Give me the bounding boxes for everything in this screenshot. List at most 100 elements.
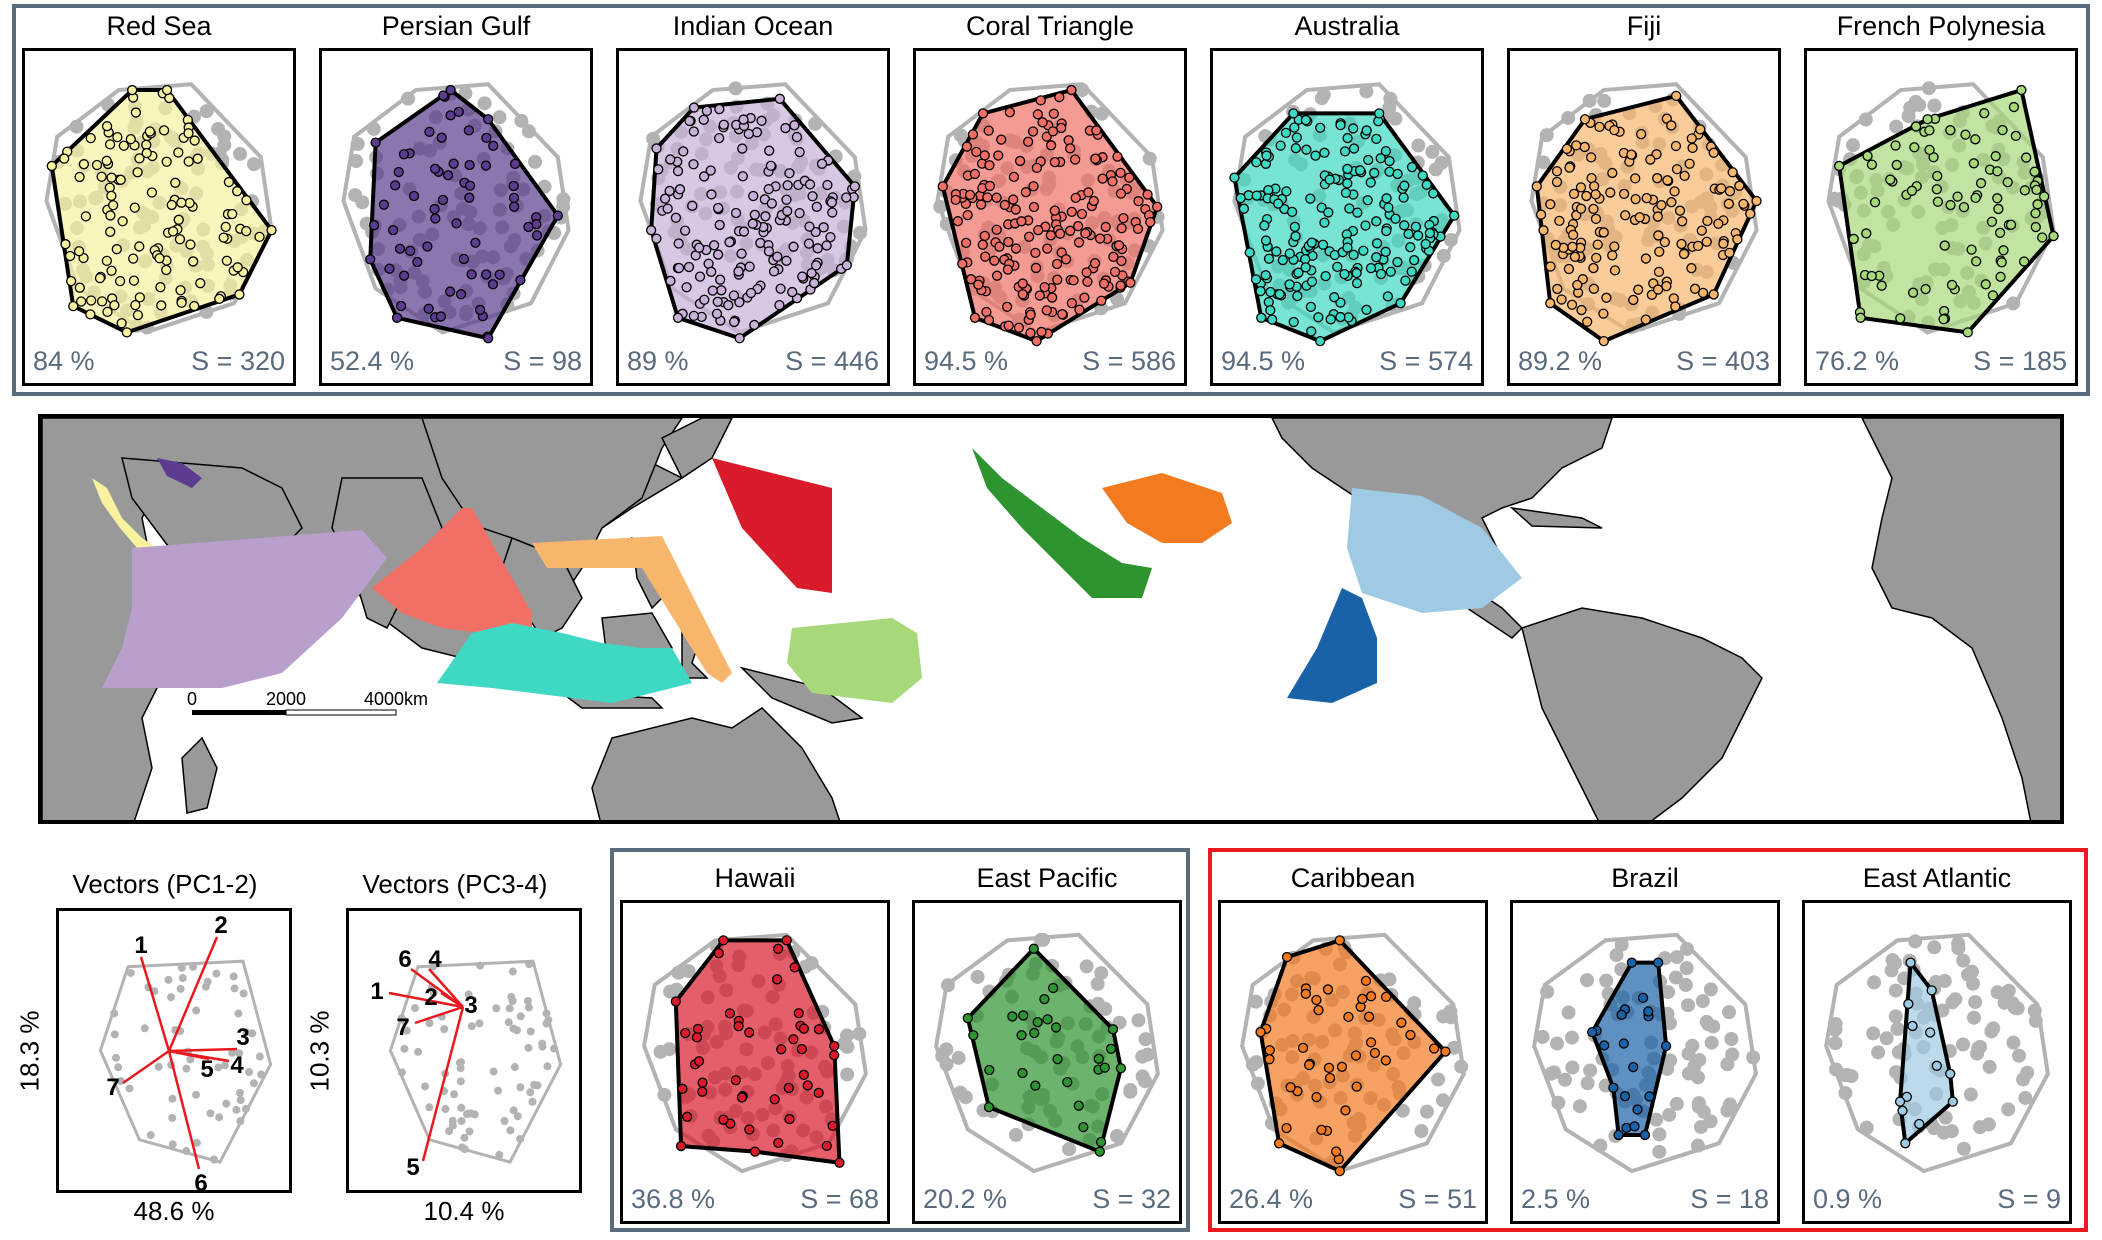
panel-title: Fiji [1626, 11, 1662, 41]
vector-label-4: 4 [428, 946, 442, 973]
panel-title: East Atlantic [1862, 863, 2012, 893]
global-hull [935, 82, 1165, 335]
map-canvas: 0 2000 4000km [42, 418, 2060, 820]
region-points [1229, 108, 1460, 347]
region-points [1587, 957, 1672, 1141]
panel-title: French Polynesia [1836, 11, 2046, 41]
species-count-label: S = 51 [1398, 1184, 1477, 1214]
region-points [1894, 957, 1958, 1149]
panel-indian-ocean: Indian Ocean 89 % S = 446 [616, 8, 890, 386]
panel-frame: 20.2 % S = 32 [912, 900, 1182, 1224]
vector-arrow-5 [421, 1006, 465, 1162]
percent-label: 76.2 % [1815, 346, 1900, 376]
panel-frame: 26.4 % S = 51 [1218, 900, 1488, 1224]
land-masses [42, 418, 2060, 820]
vectors-pc34-xlabel: 10.4 % [423, 1196, 505, 1226]
panel-red-sea: Red Sea 84 % S = 320 [22, 8, 296, 386]
panel-frame: 36.8 % S = 68 [620, 900, 890, 1224]
scale-label-0: 0 [187, 689, 197, 709]
panel-plot [1824, 932, 2050, 1174]
species-count-label: S = 320 [191, 346, 285, 376]
south-america-land [1521, 607, 1763, 820]
vector-arrow-7 [414, 1005, 464, 1025]
panel-title: Australia [1294, 11, 1400, 41]
region-points [46, 84, 277, 338]
australia-region [437, 623, 692, 703]
vector-arrow-3 [168, 1047, 238, 1053]
percent-label: 89 % [627, 346, 689, 376]
panel-frame: 89.2 % S = 403 [1507, 48, 1781, 386]
scale-label-4000: 4000km [364, 689, 428, 709]
region-points [670, 935, 845, 1168]
atlantic-group [1208, 848, 2088, 1232]
madagascar-land [181, 736, 218, 814]
species-count-label: S = 18 [1690, 1184, 1769, 1214]
percent-label: 94.5 % [924, 346, 1009, 376]
panel-title: Persian Gulf [381, 11, 531, 41]
panel-frame: 89 % S = 446 [616, 48, 890, 386]
percent-label: 36.8 % [631, 1184, 716, 1214]
panel-title: Brazil [1611, 863, 1679, 893]
east-atlantic-region [1347, 488, 1522, 613]
vector-label-7: 7 [106, 1074, 119, 1101]
species-count-label: S = 403 [1676, 346, 1770, 376]
east-pacific-region [972, 448, 1152, 598]
vector-hull [388, 959, 563, 1164]
vector-label-4: 4 [230, 1052, 244, 1079]
west-africa-land [1861, 418, 2060, 820]
panel-plot [1240, 932, 1469, 1177]
panel-title: Hawaii [714, 863, 796, 893]
caribbean-region [1102, 473, 1232, 543]
region-points [962, 943, 1127, 1157]
region-polygons [92, 448, 1522, 703]
scale-label-2000: 2000 [266, 689, 306, 709]
panel-caribbean: Caribbean 26.4 % S = 51 [1218, 860, 1488, 1224]
vector-arrow-6 [167, 1050, 201, 1170]
panel-plot [341, 82, 571, 344]
panel-plot [44, 82, 277, 338]
panel-persian-gulf: Persian Gulf 52.4 % S = 98 [319, 8, 593, 386]
region-points [1531, 90, 1762, 347]
vector-arrow-5 [168, 1049, 210, 1061]
vector-arrow-1 [388, 991, 464, 1009]
vector-label-2: 2 [424, 984, 437, 1011]
vector-label-3: 3 [464, 992, 477, 1019]
region-points [937, 84, 1163, 347]
vector-label-5: 5 [406, 1154, 419, 1181]
vectors-pc12-plot: 1 2 345 6 7 [98, 912, 273, 1197]
species-count-label: S = 446 [785, 346, 879, 376]
japan-land [660, 418, 733, 480]
vector-label-5: 5 [200, 1056, 213, 1083]
fiji-region [532, 536, 732, 683]
vector-hull [98, 959, 273, 1164]
region-hull [673, 938, 842, 1165]
indo-pacific-group [12, 4, 2090, 396]
panel-fiji: Fiji 89.2 % S = 403 [1507, 8, 1781, 386]
vectors-pc12-title: Vectors (PC1-2) [72, 869, 258, 899]
panel-title: Red Sea [106, 11, 212, 41]
region-points [1255, 935, 1451, 1177]
vectors-pc12-xlabel: 48.6 % [133, 1196, 215, 1226]
global-hull [642, 932, 868, 1174]
panel-plot [642, 932, 868, 1174]
vector-arrow-4 [428, 968, 464, 1008]
panel-frame: 84 % S = 320 [22, 48, 296, 386]
species-count-label: S = 586 [1082, 346, 1176, 376]
species-count-label: S = 9 [1997, 1184, 2061, 1214]
panel-title: Caribbean [1290, 863, 1416, 893]
persian-gulf-region [157, 458, 202, 488]
vector-label-6: 6 [194, 1170, 207, 1190]
panel-plot [934, 932, 1160, 1174]
panel-title: Indian Ocean [672, 11, 834, 41]
brazil-region [1287, 588, 1377, 703]
percent-label: 94.5 % [1221, 346, 1306, 376]
region-points [1834, 84, 2059, 338]
coral-triangle-region [372, 508, 532, 633]
panel-frame: 94.5 % S = 574 [1210, 48, 1484, 386]
scale-bar-filled [192, 710, 286, 715]
australia-land [591, 707, 841, 820]
red-sea-region [92, 478, 157, 548]
percent-label: 89.2 % [1518, 346, 1603, 376]
